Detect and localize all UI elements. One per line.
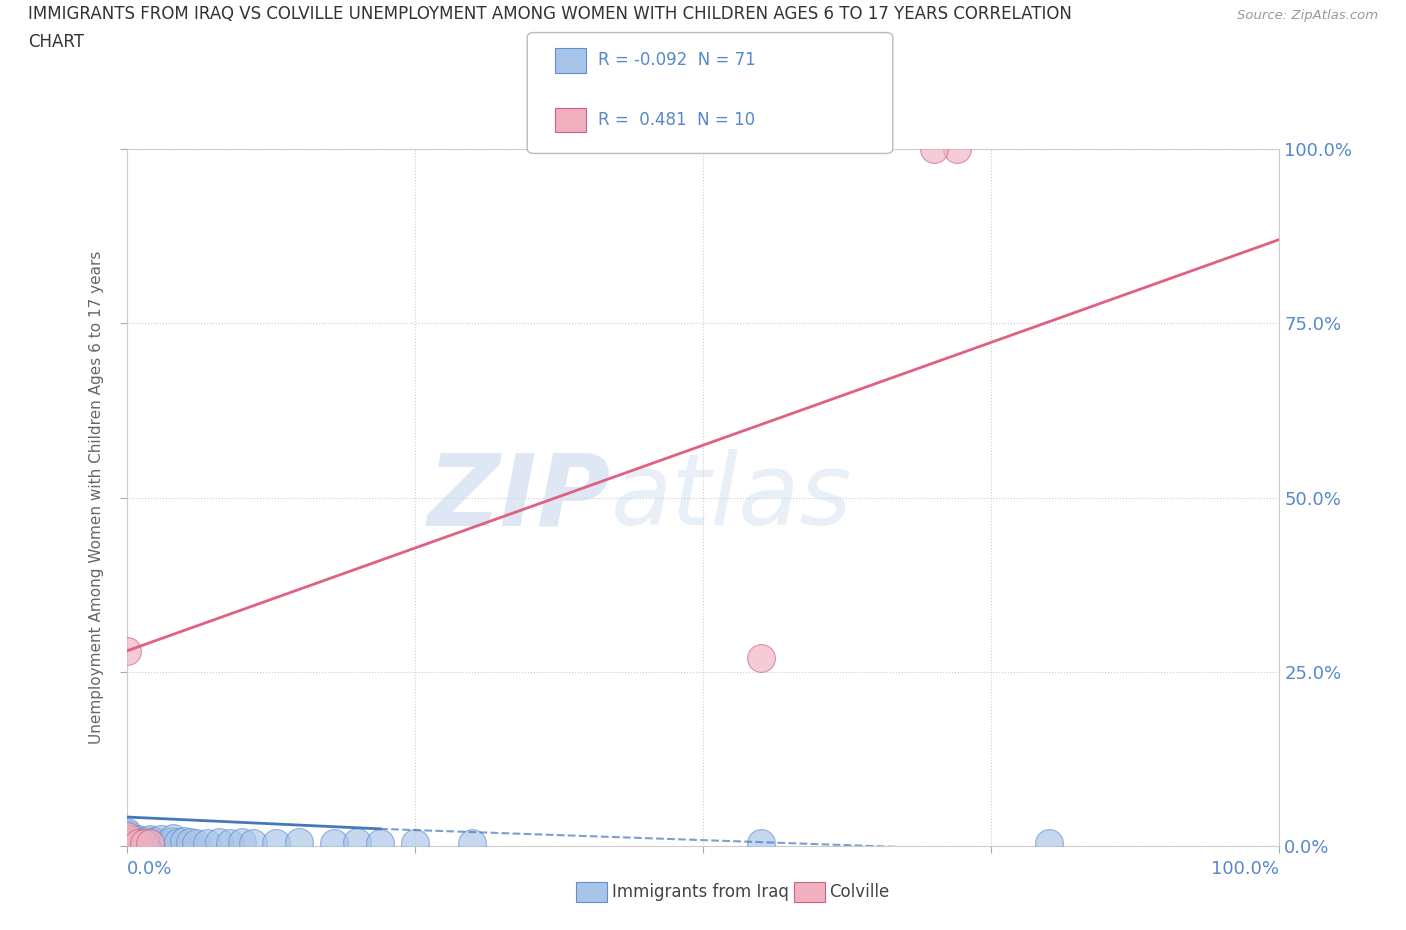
Point: [115, 827, 138, 842]
Point: [115, 834, 138, 849]
Point: [127, 833, 149, 848]
Point: [125, 835, 148, 850]
Point: [945, 141, 967, 156]
Point: [138, 832, 160, 847]
Y-axis label: Unemployment Among Women with Children Ages 6 to 17 years: Unemployment Among Women with Children A…: [89, 251, 104, 744]
Point: [127, 832, 149, 847]
Point: [162, 830, 184, 845]
Point: [138, 835, 160, 850]
Point: [127, 835, 149, 850]
Point: [135, 835, 157, 850]
Point: [749, 651, 772, 666]
Point: [288, 835, 311, 850]
Point: [242, 835, 264, 850]
Point: [127, 837, 149, 852]
Point: [132, 835, 155, 850]
Point: [115, 825, 138, 840]
Point: [125, 832, 148, 847]
Point: [115, 832, 138, 847]
Point: [184, 835, 207, 850]
Point: [749, 835, 772, 850]
Text: atlas: atlas: [610, 449, 852, 546]
Point: [368, 835, 391, 850]
Text: Immigrants from Iraq: Immigrants from Iraq: [612, 883, 789, 901]
Point: [132, 835, 155, 850]
Point: [115, 835, 138, 850]
Point: [145, 836, 166, 851]
Text: R = -0.092  N = 71: R = -0.092 N = 71: [598, 51, 755, 69]
Point: [461, 835, 484, 850]
Point: [179, 835, 201, 850]
Point: [173, 834, 195, 849]
Point: [323, 835, 346, 850]
Point: [124, 839, 146, 854]
Point: [115, 839, 138, 854]
Point: [115, 644, 138, 658]
Text: IMMIGRANTS FROM IRAQ VS COLVILLE UNEMPLOYMENT AMONG WOMEN WITH CHILDREN AGES 6 T: IMMIGRANTS FROM IRAQ VS COLVILLE UNEMPLO…: [28, 5, 1071, 22]
Point: [138, 834, 160, 849]
Point: [115, 829, 138, 844]
Point: [231, 835, 253, 850]
Point: [150, 832, 173, 847]
Point: [162, 833, 184, 848]
Text: Colville: Colville: [830, 883, 890, 901]
Point: [115, 832, 138, 847]
Point: [404, 835, 426, 850]
Point: [115, 839, 138, 854]
Point: [922, 141, 945, 156]
Point: [150, 835, 173, 850]
Text: 100.0%: 100.0%: [1212, 860, 1279, 878]
Point: [125, 839, 148, 854]
Point: [115, 835, 138, 850]
Point: [115, 832, 138, 847]
Point: [266, 835, 288, 850]
Point: [115, 829, 138, 844]
Point: [127, 835, 149, 850]
Point: [127, 839, 149, 854]
Text: ZIP: ZIP: [427, 449, 610, 546]
Point: [132, 833, 155, 848]
Point: [138, 836, 160, 851]
Point: [195, 835, 218, 850]
Point: [124, 835, 146, 850]
Point: [115, 832, 138, 847]
Point: [156, 835, 179, 850]
Point: [136, 837, 159, 852]
Point: [115, 835, 138, 850]
Point: [121, 839, 143, 854]
Point: [115, 834, 138, 849]
Point: [346, 835, 368, 850]
Point: [208, 835, 231, 850]
Point: [141, 835, 163, 850]
Text: 0.0%: 0.0%: [127, 860, 172, 878]
Point: [115, 839, 138, 854]
Point: [131, 835, 153, 850]
Point: [131, 836, 153, 851]
Point: [148, 835, 170, 850]
Point: [219, 835, 242, 850]
Point: [124, 833, 146, 848]
Point: [115, 839, 138, 854]
Point: [129, 835, 152, 850]
Text: R =  0.481  N = 10: R = 0.481 N = 10: [598, 111, 755, 128]
Point: [121, 835, 143, 850]
Text: CHART: CHART: [28, 33, 84, 50]
Point: [115, 839, 138, 854]
Point: [145, 833, 166, 848]
Point: [115, 830, 138, 844]
Point: [115, 829, 138, 844]
Point: [115, 839, 138, 854]
Point: [134, 835, 156, 850]
Point: [115, 830, 138, 845]
Text: Source: ZipAtlas.com: Source: ZipAtlas.com: [1237, 9, 1378, 22]
Point: [167, 835, 190, 850]
Point: [1038, 835, 1060, 850]
Point: [115, 827, 138, 842]
